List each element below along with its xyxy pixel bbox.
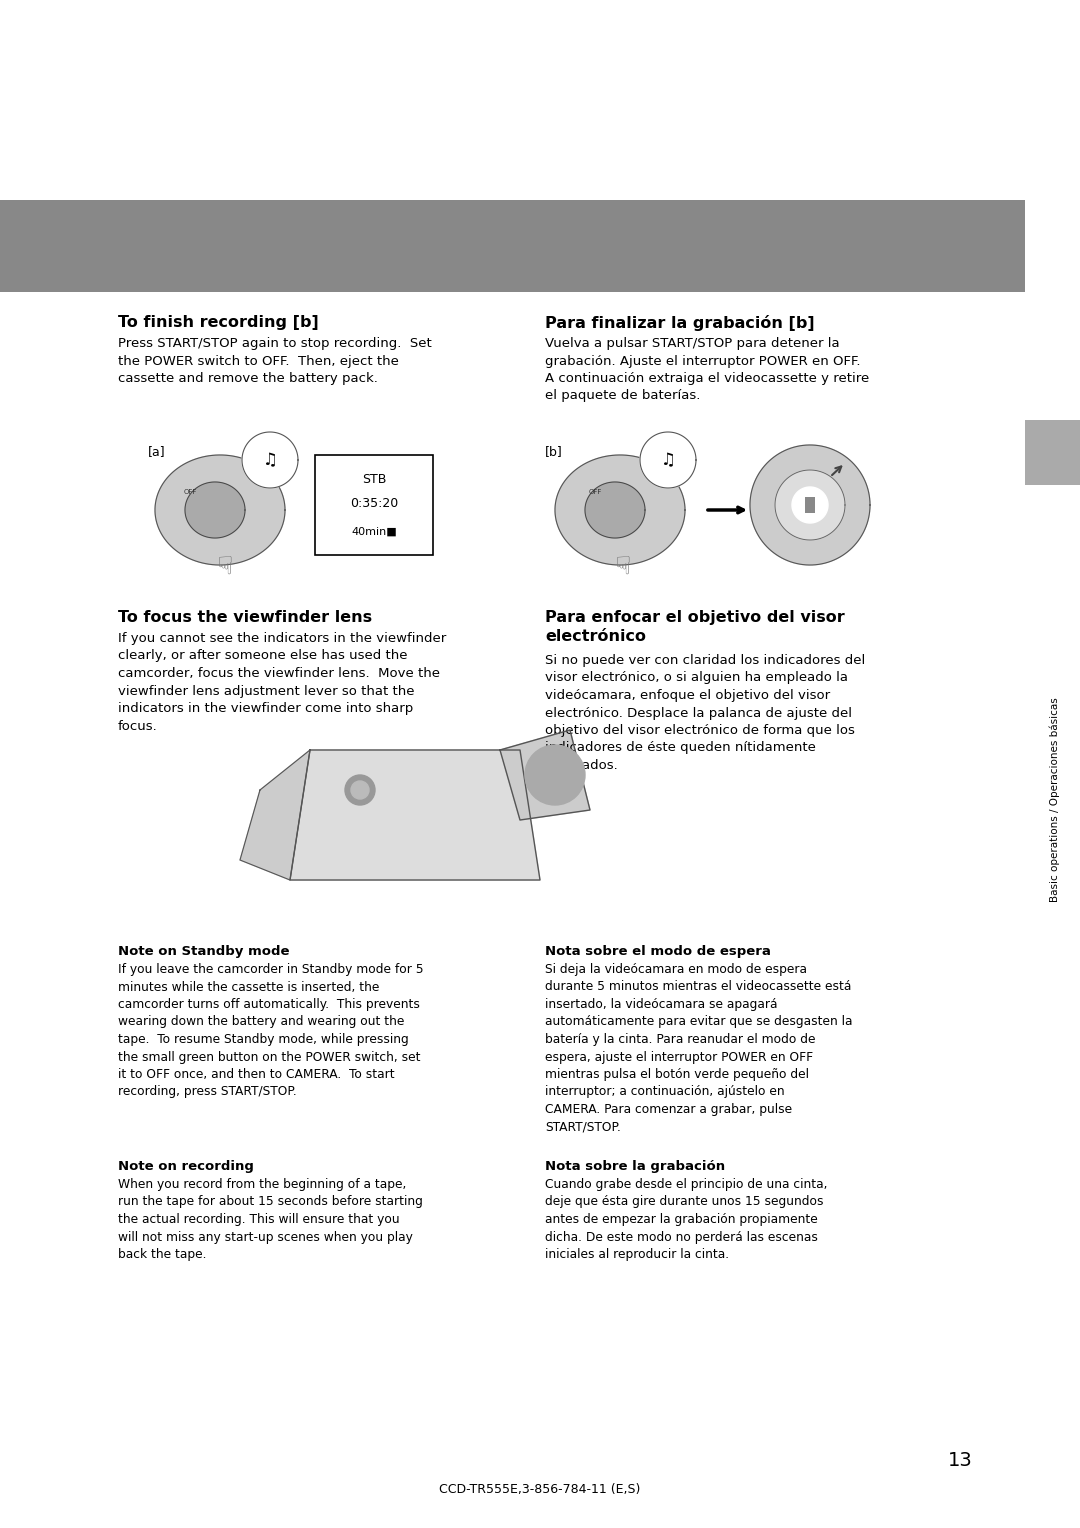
Polygon shape: [585, 481, 645, 538]
Text: 13: 13: [947, 1450, 972, 1470]
Polygon shape: [156, 455, 285, 565]
Text: Press START/STOP again to stop recording.  Set
the POWER switch to OFF.  Then, e: Press START/STOP again to stop recording…: [118, 338, 432, 385]
Polygon shape: [792, 487, 828, 523]
Text: CCD-TR555E,3-856-784-11 (E,S): CCD-TR555E,3-856-784-11 (E,S): [440, 1484, 640, 1496]
Polygon shape: [640, 432, 696, 487]
Text: Nota sobre el modo de espera: Nota sobre el modo de espera: [545, 944, 771, 958]
Text: Note on Standby mode: Note on Standby mode: [118, 944, 289, 958]
Text: STB: STB: [362, 474, 387, 486]
Polygon shape: [750, 445, 870, 565]
Text: Si deja la videócamara en modo de espera
durante 5 minutos mientras el videocass: Si deja la videócamara en modo de espera…: [545, 963, 852, 1134]
Text: To focus the viewfinder lens: To focus the viewfinder lens: [118, 610, 373, 625]
Circle shape: [351, 781, 369, 799]
Polygon shape: [185, 481, 245, 538]
Text: [a]: [a]: [148, 445, 165, 458]
Text: If you leave the camcorder in Standby mode for 5
minutes while the cassette is i: If you leave the camcorder in Standby mo…: [118, 963, 423, 1099]
Text: Si no puede ver con claridad los indicadores del
visor electrónico, o si alguien: Si no puede ver con claridad los indicad…: [545, 654, 865, 772]
Text: 0:35:20: 0:35:20: [350, 497, 399, 510]
Text: When you record from the beginning of a tape,
run the tape for about 15 seconds : When you record from the beginning of a …: [118, 1178, 423, 1261]
Polygon shape: [291, 750, 540, 880]
Text: OFF: OFF: [184, 489, 197, 495]
Text: Note on recording: Note on recording: [118, 1160, 254, 1174]
Circle shape: [345, 775, 375, 805]
Bar: [805, 497, 815, 513]
Bar: [0, 200, 1025, 292]
Text: Vuelva a pulsar START/STOP para detener la
grabación. Ajuste el interruptor POWE: Vuelva a pulsar START/STOP para detener …: [545, 338, 869, 402]
Text: 40min■: 40min■: [351, 527, 396, 536]
Polygon shape: [242, 432, 298, 487]
Text: Nota sobre la grabación: Nota sobre la grabación: [545, 1160, 725, 1174]
Text: Para enfocar el objetivo del visor
electrónico: Para enfocar el objetivo del visor elect…: [545, 610, 845, 643]
Text: ♫: ♫: [661, 451, 675, 469]
Text: Cuando grabe desde el principio de una cinta,
deje que ésta gire durante unos 15: Cuando grabe desde el principio de una c…: [545, 1178, 827, 1261]
Circle shape: [525, 746, 585, 805]
Circle shape: [543, 762, 567, 787]
Text: Basic operations / Operaciones básicas: Basic operations / Operaciones básicas: [1050, 698, 1061, 903]
Text: If you cannot see the indicators in the viewfinder
clearly, or after someone els: If you cannot see the indicators in the …: [118, 633, 446, 732]
Text: ♫: ♫: [262, 451, 278, 469]
Polygon shape: [555, 455, 685, 565]
Bar: [315, 455, 433, 555]
Text: OFF: OFF: [589, 489, 602, 495]
Polygon shape: [775, 471, 845, 539]
Text: [b]: [b]: [545, 445, 563, 458]
Circle shape: [535, 755, 575, 795]
Text: ☞: ☞: [208, 555, 232, 578]
Polygon shape: [240, 750, 310, 880]
Circle shape: [550, 770, 561, 779]
Text: To finish recording [b]: To finish recording [b]: [118, 315, 319, 330]
Text: Para finalizar la grabación [b]: Para finalizar la grabación [b]: [545, 315, 814, 332]
Text: ☞: ☞: [606, 555, 630, 578]
Polygon shape: [500, 730, 590, 821]
Bar: [1025, 420, 1080, 484]
